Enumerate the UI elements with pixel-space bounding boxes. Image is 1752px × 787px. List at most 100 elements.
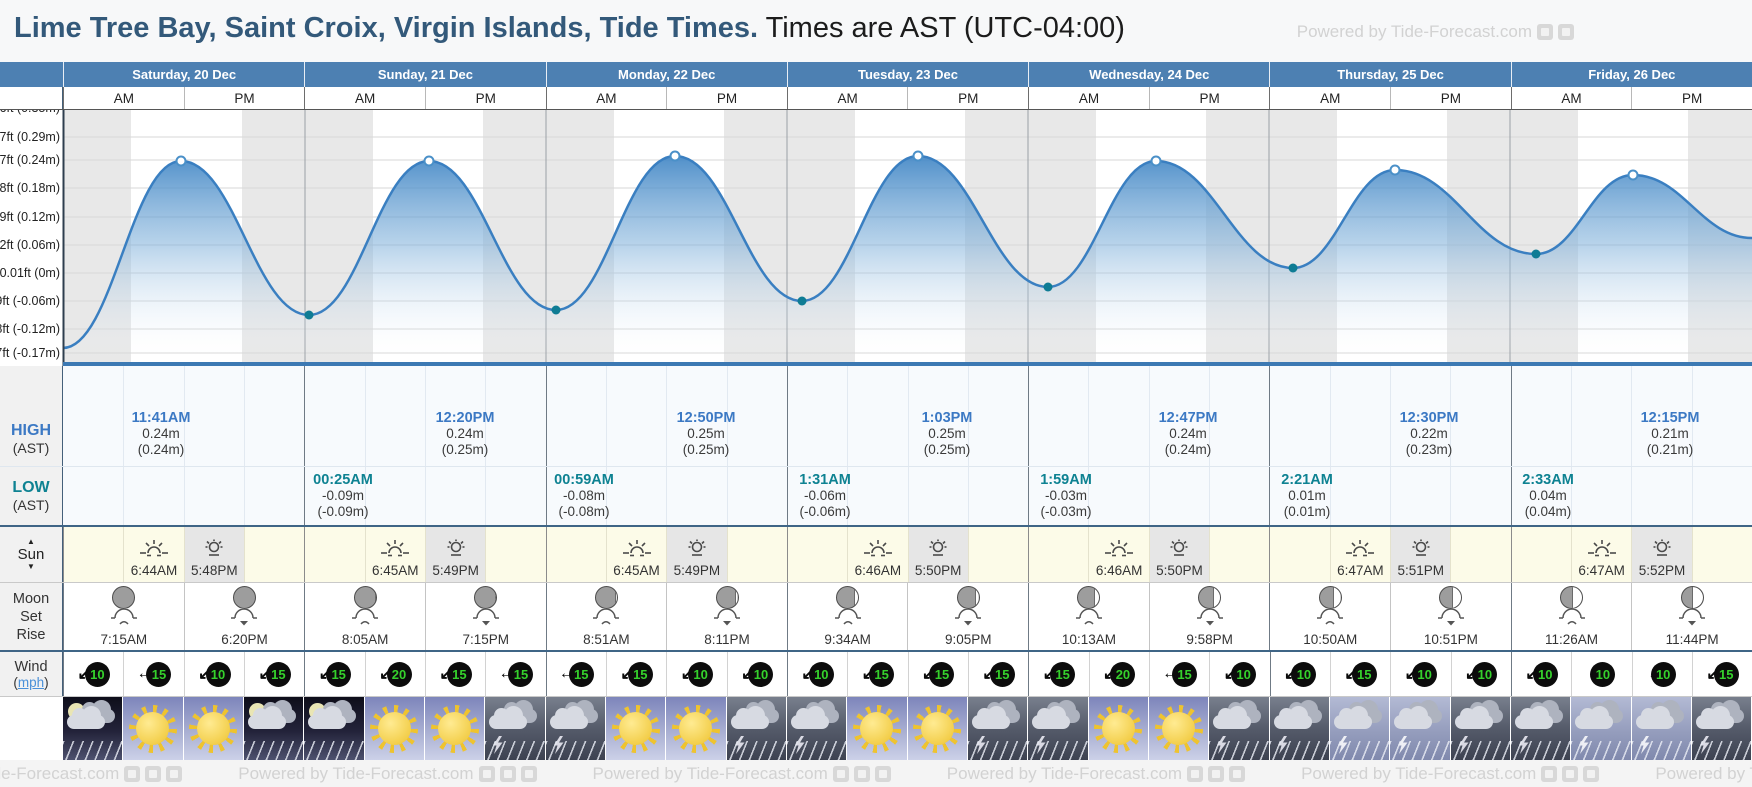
rain-icon [967, 741, 1028, 760]
watermark-text: Powered by Tide-Forecast.com [238, 763, 474, 783]
ampm-pm-6: PM [1631, 87, 1752, 109]
sunrise-time: 6:45AM [372, 563, 419, 578]
moon-lit-part [974, 587, 979, 608]
weather-icon-storm-dark [1450, 697, 1511, 760]
high-tide-height-alt: (0.23m) [1405, 442, 1453, 457]
moon-rise-time: 8:05AM [341, 632, 389, 647]
wind-speed-badge: 10 [1650, 661, 1676, 687]
moon-lit-part [854, 587, 859, 608]
low-tide-time: 1:31AM [799, 472, 851, 488]
day-divider [545, 467, 547, 525]
sunrise-cell-1: 6:45AM [364, 527, 425, 582]
day-header-row: Saturday, 20 Dec Sunday, 21 Dec Monday, 22… [0, 62, 1752, 87]
quarter-divider [907, 467, 909, 525]
cloud-icon [1514, 706, 1553, 729]
cloud-icon [730, 706, 769, 729]
sunrise-arrow-icon: ▲ [27, 537, 35, 546]
wind-cell-13: ↙ 15 [847, 652, 907, 696]
wind-cell-9: ↙ 15 [605, 652, 666, 696]
high-tide-height: 0.24m [1169, 426, 1207, 441]
moon-rise-time: 10:13AM [1061, 632, 1116, 647]
quarter-divider [1450, 467, 1452, 525]
moon-set-icon [1437, 608, 1464, 631]
watermark-refresh-icon [499, 765, 516, 782]
quarter-divider [183, 467, 185, 525]
wind-cell-12: ↙ 10 [786, 652, 847, 696]
moon-cell-4: 8:51AM [545, 583, 667, 650]
wind-direction-icon: ↙ [1223, 666, 1238, 683]
low-tide-height-alt: (-0.03m) [1040, 504, 1092, 519]
high-tide-entry-0: 11:41AM 0.24m (0.24m) [106, 410, 216, 458]
sun-empty-cell [547, 527, 606, 582]
wind-cell-1: ← 15 [123, 652, 183, 696]
wind-speed-badge: 15 [326, 661, 352, 687]
moon-lit-part [1332, 587, 1341, 608]
wind-cell-15: ↙ 15 [967, 652, 1028, 696]
sun-empty-cell [1209, 527, 1269, 582]
sunset-cell-6: 5:52PM [1631, 527, 1692, 582]
moon-phase-icon [1077, 586, 1101, 609]
moon-cell-3: 7:15PM [424, 583, 546, 650]
rain-icon [1691, 741, 1752, 760]
ampm-am-1: AM [304, 87, 425, 109]
weather-icon-sunny [183, 697, 244, 760]
weather-icon-storm-dark [967, 697, 1029, 760]
sun-icon [860, 712, 894, 745]
quarter-divider [183, 366, 185, 466]
quarter-divider [907, 366, 909, 466]
rain-icon [1028, 741, 1088, 760]
wind-cell-6: ↙ 15 [424, 652, 485, 696]
wind-speed-badge: 10 [1291, 661, 1317, 687]
wind-direction-icon: ↙ [439, 666, 453, 683]
sunset-time: 5:50PM [1156, 563, 1203, 578]
low-row-body: 00:25AM -0.09m (-0.09m) 00:59AM -0.08m (-0.08… [63, 467, 1752, 525]
wind-speed-badge: 15 [1713, 661, 1739, 687]
quarter-divider [726, 366, 728, 466]
wind-speed-badge: 10 [1472, 661, 1498, 687]
wind-cell-5: ↙ 20 [364, 652, 425, 696]
sunset-cell-4: 5:50PM [1148, 527, 1210, 582]
wind-cell-25: ↓ 10 [1571, 652, 1631, 696]
quarter-divider [666, 366, 668, 466]
high-tide-entry-4: 12:47PM 0.24m (0.24m) [1133, 410, 1243, 458]
watermark-unit: Powered by Tide-Forecast.com [1655, 764, 1752, 784]
day-header-3: Tuesday, 23 Dec [786, 62, 1028, 87]
moon-lit-part [495, 587, 497, 608]
weather-icon-sunny [847, 697, 908, 760]
wind-cell-17: ↙ 20 [1088, 652, 1149, 696]
day-divider [786, 366, 788, 466]
weather-icon-sunny [666, 697, 727, 760]
quarter-divider [1631, 366, 1633, 466]
high-tide-height-alt: (0.24m) [137, 442, 185, 457]
rain-icon [63, 741, 123, 760]
wind-direction-icon: ↙ [1042, 666, 1057, 683]
moon-phase-icon [353, 586, 377, 609]
quarter-divider [1088, 366, 1090, 466]
day-divider [1028, 467, 1030, 525]
wind-direction-icon: ↙ [1103, 666, 1117, 683]
watermark-lock-icon [1583, 765, 1600, 782]
sun-icon [920, 712, 954, 745]
tide-chart: 1.16ft (0.35m) 0.97ft (0.29m) 0.77ft (0.24… [0, 110, 1752, 366]
moon-set-icon [472, 608, 499, 631]
sun-icon [619, 712, 653, 745]
sunset-icon [923, 539, 953, 562]
sunrise-cell-5: 6:47AM [1329, 527, 1390, 582]
quarter-divider [123, 467, 125, 525]
wind-speed-badge: 10 [748, 661, 774, 687]
sun-row-label: ▲ Sun ▼ [0, 527, 63, 582]
wind-direction-icon: ↙ [1404, 666, 1419, 683]
low-tide-entry-2: 1:31AM -0.06m (-0.06m) [770, 472, 880, 520]
wind-cell-21: ↙ 15 [1329, 652, 1390, 696]
mph-link[interactable]: mph [17, 674, 45, 690]
ampm-pm-5: PM [1390, 87, 1511, 109]
cloud-icon [1695, 706, 1734, 729]
moon-phase-icon [112, 586, 136, 609]
wind-speed-badge: 20 [386, 661, 412, 687]
sun-label: Sun [17, 546, 45, 563]
moon-cell-12: 11:26AM [1510, 583, 1632, 650]
wind-speed-badge: 15 [1351, 661, 1377, 687]
low-tide-time: 1:59AM [1040, 472, 1092, 488]
day-divider [304, 366, 306, 466]
